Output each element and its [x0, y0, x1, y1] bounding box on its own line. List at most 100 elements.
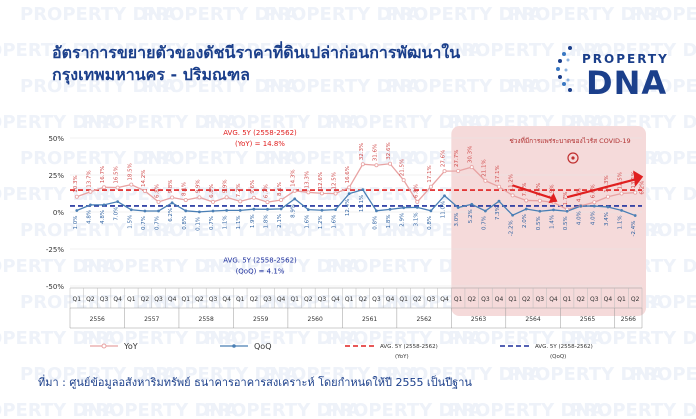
yoy-point — [292, 188, 297, 193]
qoq-data-label: 0.5% — [536, 216, 542, 230]
qoq-point — [266, 207, 269, 211]
avg-qoq-annotation-line1: AVG. 5Y (2558-2562) — [223, 256, 297, 264]
yoy-point — [142, 188, 147, 193]
qoq-data-label: 12.4% — [345, 199, 351, 216]
yoy-data-label: 27.6% — [441, 150, 447, 167]
watermark-text: PROPERTY DNA — [0, 184, 116, 205]
x-tick-label: Q1 — [290, 296, 299, 303]
qoq-point — [129, 208, 133, 212]
watermark-text: PROPERTY DNA — [82, 400, 238, 419]
watermark-text: PROPERTY DNA — [264, 364, 420, 385]
x-tick-label: Q2 — [86, 296, 95, 303]
x-tick-label: Q1 — [399, 296, 408, 303]
watermark-text: PROPERTY DNA — [570, 328, 696, 349]
x-tick-label: Q4 — [277, 296, 286, 303]
watermark-text: PROPERTY DNA — [386, 76, 542, 97]
y-tick-label: 25% — [48, 172, 64, 180]
qoq-data-label: 4.8% — [100, 210, 106, 224]
qoq-point — [483, 209, 487, 213]
yoy-point — [129, 182, 134, 187]
yoy-point — [170, 195, 175, 200]
yoy-data-label: 16.5% — [114, 166, 120, 183]
watermark-text: PROPERTY DNA — [20, 148, 176, 169]
watermark-text: PROPERTY DNA — [508, 364, 664, 385]
qoq-point — [456, 206, 460, 209]
qoq-data-label: 1.5% — [127, 215, 133, 229]
yoy-point — [496, 184, 501, 189]
watermark-text: PROPERTY DNA — [264, 4, 420, 25]
qoq-data-label: 1.2% — [318, 215, 324, 229]
watermark-text: PROPERTY DNA — [82, 184, 238, 205]
qoq-data-label: 0.7% — [155, 216, 161, 230]
qoq-point — [293, 197, 297, 201]
x-tick-label: Q1 — [454, 296, 463, 303]
watermark-text: PROPERTY DNA — [326, 400, 482, 419]
x-tick-label: Q3 — [427, 296, 436, 303]
covid-period-shade — [451, 126, 646, 316]
x-tick-label: Q4 — [168, 296, 177, 303]
qoq-data-label: 2.9% — [400, 213, 406, 227]
watermark-text: PROPERTY DNA — [142, 148, 298, 169]
x-tick-label: Q4 — [331, 296, 340, 303]
year-label: 2561 — [362, 316, 377, 323]
x-tick-label: Q2 — [195, 296, 204, 303]
yoy-point — [428, 184, 433, 189]
x-tick-label: Q3 — [481, 296, 490, 303]
watermark-text: PROPERTY DNA — [630, 220, 696, 241]
qoq-data-label: 1.6% — [332, 215, 338, 229]
qoq-data-label: 8.9% — [291, 204, 297, 218]
yoy-data-label: 17.1% — [495, 165, 501, 182]
x-tick-label: Q4 — [604, 296, 613, 303]
qoq-data-label: 1.8% — [386, 214, 392, 228]
watermark-text: PROPERTY DNA — [508, 4, 664, 25]
y-tick-label: -25% — [46, 246, 64, 254]
yoy-data-label: 7.6% — [536, 183, 542, 197]
watermark-text: PROPERTY DNA — [386, 364, 542, 385]
yoy-data-label: 30.3% — [468, 146, 474, 163]
yoy-point — [265, 200, 270, 205]
yoy-data-label: 6.7% — [263, 184, 269, 198]
yoy-point — [401, 178, 406, 183]
x-tick-label: Q4 — [549, 296, 558, 303]
yoy-point — [537, 198, 542, 203]
yoy-point — [415, 199, 420, 204]
yoy-point — [333, 191, 338, 196]
qoq-point — [143, 209, 147, 213]
qoq-data-label: 3.1% — [413, 212, 419, 226]
watermark-text: PROPERTY DNA — [0, 400, 116, 419]
x-tick-label: Q3 — [263, 296, 272, 303]
yoy-data-label: 18.5% — [127, 163, 133, 180]
yoy-data-label: 6.8% — [209, 184, 215, 198]
yoy-point — [360, 162, 365, 167]
watermark-text: PROPERTY DNA — [264, 76, 420, 97]
yoy-point — [279, 198, 284, 203]
yoy-point — [469, 165, 474, 170]
yoy-point — [510, 193, 515, 198]
qoq-data-label: 0.7% — [209, 216, 215, 230]
yoy-data-label: 8.1% — [277, 182, 283, 196]
yoy-data-label: 6.8% — [413, 184, 419, 198]
yoy-data-label: 12.5% — [618, 172, 624, 189]
yoy-data-label: 6.8% — [155, 184, 161, 198]
watermark-text: PROPERTY DNA — [204, 184, 360, 205]
yoy-data-label: 13.7% — [86, 170, 92, 187]
yoy-point — [592, 200, 597, 205]
watermark-text: PROPERTY DNA — [630, 76, 696, 97]
yoy-data-label: 16.6% — [345, 166, 351, 183]
qoq-data-label: 2.1% — [277, 214, 283, 228]
watermark-text: PROPERTY DNA — [20, 76, 176, 97]
year-label: 2556 — [90, 316, 105, 323]
x-tick-label: Q4 — [495, 296, 504, 303]
qoq-data-label: 0.7% — [481, 216, 487, 230]
year-label: 2566 — [621, 316, 636, 323]
x-tick-label: Q3 — [318, 296, 327, 303]
qoq-point — [470, 202, 474, 206]
yoy-data-label: 7.2% — [236, 183, 242, 197]
qoq-data-label: 6.2% — [168, 208, 174, 222]
qoq-data-label: 1.8% — [263, 214, 269, 228]
watermark-text: PROPERTY DNA — [0, 256, 116, 277]
x-tick-label: Q3 — [372, 296, 381, 303]
qoq-point — [579, 204, 583, 208]
qoq-point — [375, 209, 378, 213]
legend-avg-qoq-label: AVG. 5Y (2558-2562) — [535, 344, 593, 350]
